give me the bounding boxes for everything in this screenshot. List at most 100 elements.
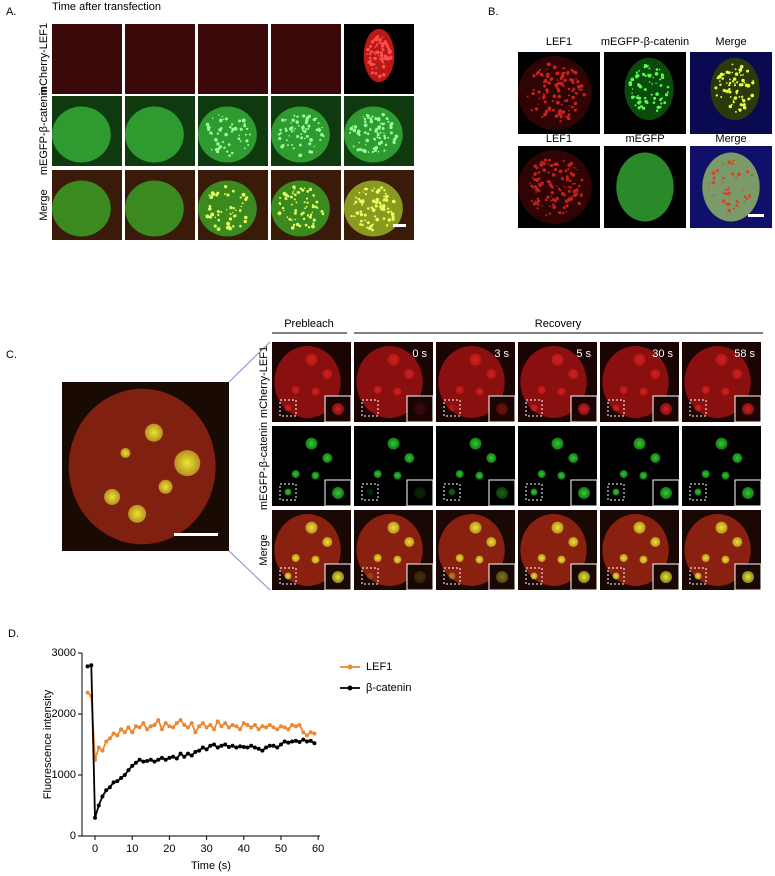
puncta — [655, 109, 659, 112]
bleached-droplet — [366, 488, 374, 496]
puncta — [373, 187, 375, 189]
puncta — [571, 183, 574, 185]
puncta — [547, 171, 550, 174]
droplet — [128, 504, 147, 523]
puncta — [245, 139, 249, 143]
data-point — [208, 743, 213, 748]
puncta — [364, 219, 366, 222]
droplet — [486, 537, 497, 547]
cell — [438, 514, 505, 586]
data-point — [275, 745, 280, 750]
puncta — [294, 193, 297, 197]
y-tick-label: 3000 — [52, 647, 76, 659]
puncta — [550, 77, 554, 80]
data-point — [163, 721, 168, 726]
puncta — [637, 100, 641, 105]
puncta — [366, 47, 370, 52]
droplet — [393, 555, 402, 564]
puncta — [381, 73, 386, 77]
puncta — [208, 126, 211, 129]
puncta — [746, 69, 750, 73]
data-point — [156, 757, 161, 762]
puncta — [737, 172, 741, 177]
puncta — [568, 105, 571, 107]
puncta — [291, 118, 295, 123]
puncta — [392, 140, 396, 145]
data-point — [234, 745, 239, 750]
puncta — [734, 72, 739, 76]
puncta — [374, 53, 376, 55]
puncta — [735, 176, 738, 180]
puncta — [300, 212, 304, 216]
puncta — [716, 76, 720, 80]
puncta — [643, 96, 647, 100]
droplet — [537, 386, 546, 394]
bleached-droplet — [694, 404, 702, 412]
puncta — [368, 59, 372, 63]
puncta — [556, 86, 559, 88]
puncta — [230, 123, 234, 126]
data-point — [241, 721, 246, 726]
puncta — [353, 125, 358, 129]
data-point — [126, 725, 131, 730]
puncta — [237, 137, 241, 141]
x-tick-label: 0 — [92, 843, 98, 855]
cell — [520, 430, 587, 502]
data-point — [93, 815, 98, 820]
puncta — [384, 192, 387, 195]
puncta — [739, 103, 743, 107]
puncta — [392, 138, 396, 141]
puncta — [312, 222, 315, 225]
puncta — [727, 187, 730, 190]
puncta — [735, 92, 738, 95]
puncta — [216, 132, 220, 135]
puncta — [732, 99, 735, 101]
puncta — [379, 54, 384, 58]
data-point — [104, 788, 109, 793]
puncta — [573, 193, 577, 198]
roi-box — [443, 483, 461, 501]
puncta — [387, 136, 390, 139]
puncta — [642, 106, 646, 110]
droplet — [393, 387, 402, 396]
puncta — [751, 81, 755, 85]
puncta — [378, 188, 381, 192]
puncta — [390, 121, 394, 126]
puncta — [576, 85, 581, 89]
inset-droplet — [332, 571, 344, 583]
puncta — [721, 199, 726, 204]
puncta — [230, 130, 234, 133]
puncta — [385, 42, 389, 46]
puncta — [365, 144, 367, 146]
droplet — [557, 387, 566, 396]
droplet — [305, 353, 318, 366]
data-point — [245, 745, 250, 750]
puncta — [279, 128, 282, 132]
droplet — [322, 369, 333, 379]
data-point — [85, 664, 90, 669]
puncta — [663, 101, 667, 105]
puncta — [551, 191, 554, 194]
puncta — [218, 128, 222, 132]
puncta — [531, 91, 535, 96]
puncta — [638, 69, 641, 72]
data-point — [96, 745, 101, 750]
puncta — [566, 73, 570, 76]
puncta — [573, 101, 578, 106]
puncta — [285, 129, 288, 132]
puncta — [567, 189, 571, 193]
droplet — [551, 353, 564, 366]
cell — [124, 106, 184, 163]
puncta — [372, 223, 374, 226]
data-point — [141, 759, 146, 764]
puncta — [738, 108, 741, 111]
series-line — [87, 663, 315, 818]
puncta — [391, 199, 396, 204]
puncta — [316, 207, 319, 209]
data-point — [308, 730, 313, 735]
puncta — [538, 68, 542, 72]
puncta — [226, 193, 230, 197]
puncta — [375, 66, 378, 69]
puncta — [544, 109, 549, 114]
